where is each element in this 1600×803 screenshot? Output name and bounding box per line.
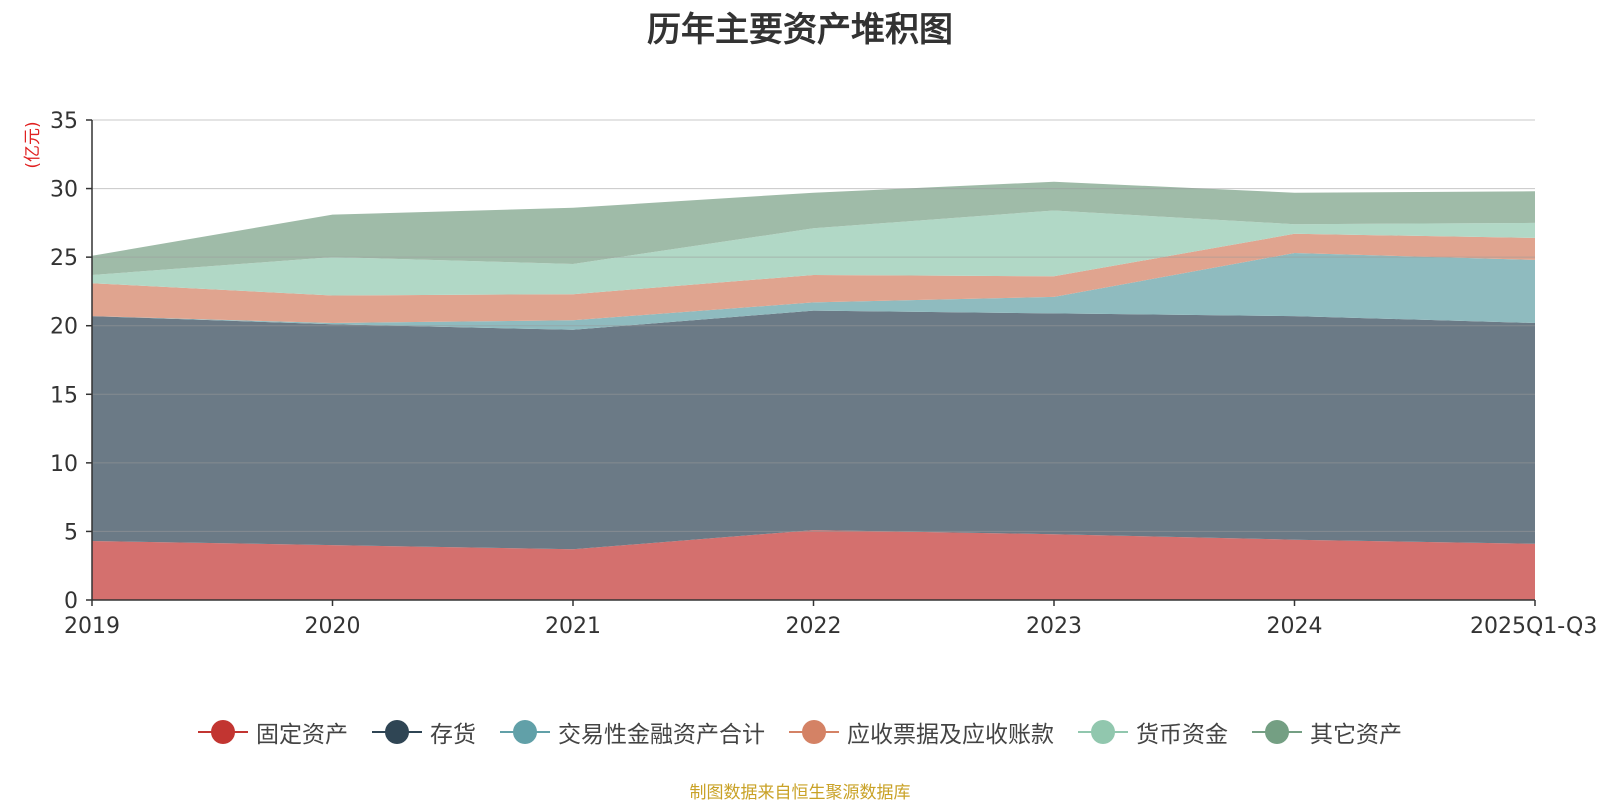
legend-item-0[interactable]: 固定资产 [198,715,348,749]
legend-label: 应收票据及应收账款 [847,722,1054,748]
chart-title: 历年主要资产堆积图 [647,10,953,50]
y-tick-label-0: 0 [64,589,78,614]
legend-label: 货币资金 [1136,722,1228,748]
legend-label: 固定资产 [256,722,348,748]
legend-marker-icon [1252,720,1302,744]
x-tick-label-2: 2021 [545,614,601,639]
legend-marker-icon [500,720,550,744]
y-tick-label-3: 15 [50,383,78,408]
legend-marker-icon [789,720,839,744]
area-series-1 [92,310,1535,550]
area-series-3 [92,233,1535,323]
area-series-4 [92,210,1535,296]
y-tick-label-7: 35 [50,109,78,134]
x-tick-label-1: 2020 [305,614,361,639]
legend-label: 交易性金融资产合计 [558,722,765,748]
legend-item-3[interactable]: 应收票据及应收账款 [789,715,1054,749]
area-series-2 [92,253,1535,330]
x-tick-label-3: 2022 [786,614,842,639]
y-tick-label-5: 25 [50,246,78,271]
x-tick-label-6: 2025Q1-Q3 [1470,614,1597,639]
y-tick-label-4: 20 [50,315,78,340]
legend-marker-icon [1078,720,1128,744]
area-series-0 [92,530,1535,600]
legend-marker-icon [372,720,422,744]
source-note: 制图数据来自恒生聚源数据库 [689,783,911,803]
legend-marker-icon [198,720,248,744]
chart-legend: 固定资产 存货 交易性金融资产合计 应收票据及应收账款 货币资金 其它资产 [0,715,1600,749]
y-tick-label-1: 5 [64,520,78,545]
legend-item-2[interactable]: 交易性金融资产合计 [500,715,765,749]
x-tick-label-0: 2019 [64,614,120,639]
legend-item-1[interactable]: 存货 [372,715,476,749]
legend-item-4[interactable]: 货币资金 [1078,715,1228,749]
legend-item-5[interactable]: 其它资产 [1252,715,1402,749]
x-tick-label-5: 2024 [1267,614,1323,639]
y-tick-label-6: 30 [50,178,78,203]
legend-label: 其它资产 [1310,722,1402,748]
y-axis-unit-label: (亿元) [23,121,43,168]
area-series-5 [92,181,1535,275]
legend-label: 存货 [430,722,476,748]
x-tick-label-4: 2023 [1026,614,1082,639]
y-tick-label-2: 10 [50,452,78,477]
